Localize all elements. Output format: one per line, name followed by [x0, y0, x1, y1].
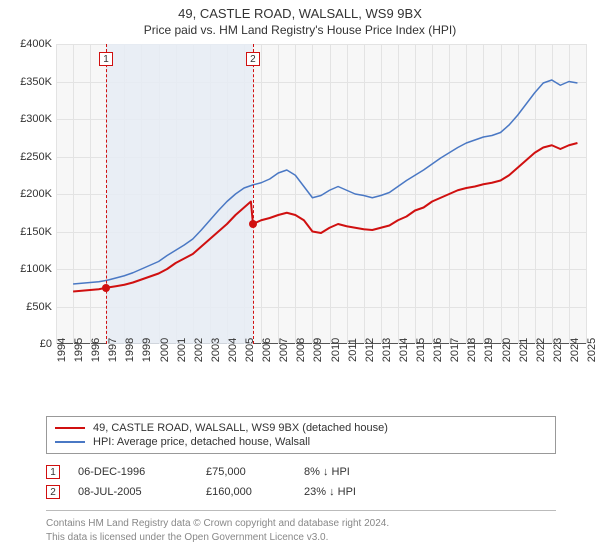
xtick-label: 2003	[210, 338, 222, 362]
event-date-2: 08-JUL-2005	[78, 486, 188, 498]
event-marker-1: 1	[46, 465, 60, 479]
xtick-label: 1995	[73, 338, 85, 362]
ytick-label: £300K	[8, 113, 52, 125]
xtick-label: 2001	[176, 338, 188, 362]
xtick-label: 2010	[330, 338, 342, 362]
xtick-label: 2022	[535, 338, 547, 362]
marker-box-2: 2	[246, 52, 260, 66]
chart-legend: 49, CASTLE ROAD, WALSALL, WS9 9BX (detac…	[46, 416, 556, 454]
event-table: 1 06-DEC-1996 £75,000 8% ↓ HPI 2 08-JUL-…	[46, 462, 556, 502]
xtick-label: 2009	[312, 338, 324, 362]
xtick-label: 2005	[244, 338, 256, 362]
chart-series	[56, 44, 586, 344]
xtick-label: 2004	[227, 338, 239, 362]
ytick-label: £150K	[8, 226, 52, 238]
xtick-label: 1999	[141, 338, 153, 362]
series-property	[73, 143, 577, 292]
series-hpi	[73, 80, 577, 284]
xtick-label: 2024	[569, 338, 581, 362]
marker-dot-2	[249, 220, 257, 228]
legend-label-property: 49, CASTLE ROAD, WALSALL, WS9 9BX (detac…	[93, 422, 388, 434]
xtick-label: 2002	[193, 338, 205, 362]
event-row-2: 2 08-JUL-2005 £160,000 23% ↓ HPI	[46, 482, 556, 502]
xtick-label: 2006	[261, 338, 273, 362]
title-subtitle: Price paid vs. HM Land Registry's House …	[0, 23, 600, 37]
event-deviation-2: 23% ↓ HPI	[304, 486, 394, 498]
xtick-label: 2014	[398, 338, 410, 362]
ytick-label: £100K	[8, 263, 52, 275]
xtick-label: 2018	[466, 338, 478, 362]
ytick-label: £200K	[8, 188, 52, 200]
xtick-label: 2025	[586, 338, 598, 362]
legend-swatch-property	[55, 427, 85, 429]
footer-line1: Contains HM Land Registry data © Crown c…	[46, 517, 556, 531]
xtick-label: 2013	[381, 338, 393, 362]
title-address: 49, CASTLE ROAD, WALSALL, WS9 9BX	[0, 6, 600, 21]
xtick-label: 2017	[449, 338, 461, 362]
marker-line-1	[106, 44, 107, 344]
xtick-label: 2016	[432, 338, 444, 362]
xtick-label: 2021	[518, 338, 530, 362]
legend-swatch-hpi	[55, 441, 85, 443]
ytick-label: £400K	[8, 38, 52, 50]
xtick-label: 2012	[364, 338, 376, 362]
marker-box-1: 1	[99, 52, 113, 66]
xtick-label: 1997	[107, 338, 119, 362]
marker-dot-1	[102, 284, 110, 292]
xtick-label: 1996	[90, 338, 102, 362]
event-row-1: 1 06-DEC-1996 £75,000 8% ↓ HPI	[46, 462, 556, 482]
xtick-label: 2007	[278, 338, 290, 362]
event-price-2: £160,000	[206, 486, 286, 498]
xtick-label: 1994	[56, 338, 68, 362]
ytick-label: £350K	[8, 76, 52, 88]
legend-item-property: 49, CASTLE ROAD, WALSALL, WS9 9BX (detac…	[55, 421, 547, 435]
event-deviation-1: 8% ↓ HPI	[304, 466, 394, 478]
xtick-label: 2000	[159, 338, 171, 362]
event-price-1: £75,000	[206, 466, 286, 478]
price-chart: 12 £0£50K£100K£150K£200K£250K£300K£350K£…	[8, 44, 592, 374]
chart-title-block: 49, CASTLE ROAD, WALSALL, WS9 9BX Price …	[0, 0, 600, 39]
xtick-label: 2011	[347, 338, 359, 362]
event-marker-2: 2	[46, 485, 60, 499]
ytick-label: £250K	[8, 151, 52, 163]
xtick-label: 2015	[415, 338, 427, 362]
footer-attribution: Contains HM Land Registry data © Crown c…	[46, 510, 556, 544]
legend-item-hpi: HPI: Average price, detached house, Wals…	[55, 435, 547, 449]
xtick-label: 2020	[501, 338, 513, 362]
xtick-label: 2019	[483, 338, 495, 362]
marker-line-2	[253, 44, 254, 344]
xtick-label: 2023	[552, 338, 564, 362]
xtick-label: 1998	[124, 338, 136, 362]
ytick-label: £0	[8, 338, 52, 350]
event-date-1: 06-DEC-1996	[78, 466, 188, 478]
xtick-label: 2008	[295, 338, 307, 362]
legend-label-hpi: HPI: Average price, detached house, Wals…	[93, 436, 310, 448]
ytick-label: £50K	[8, 301, 52, 313]
footer-line2: This data is licensed under the Open Gov…	[46, 531, 556, 545]
